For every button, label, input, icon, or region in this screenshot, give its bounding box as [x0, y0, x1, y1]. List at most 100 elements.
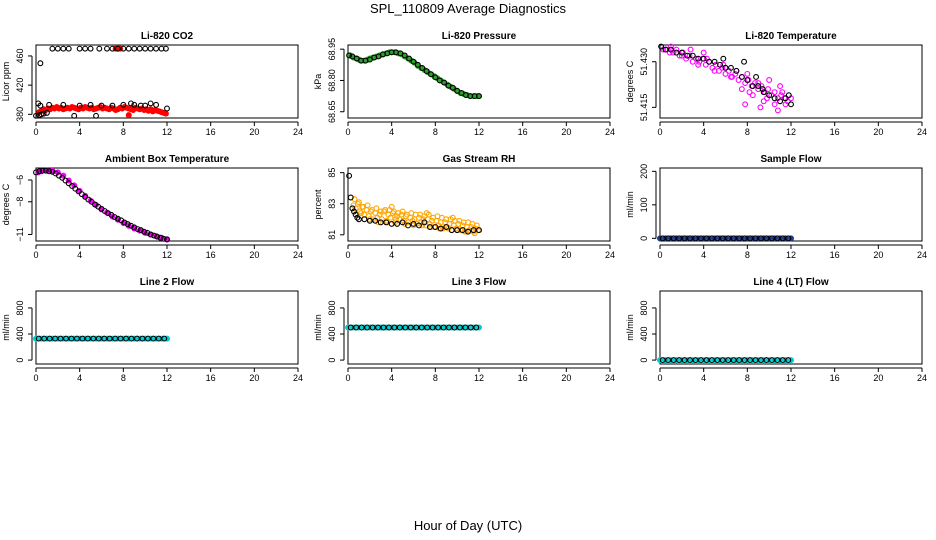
data-point — [117, 335, 124, 342]
y-axis: 0 100 200 — [639, 164, 657, 241]
y-tick-label: 85 — [327, 168, 337, 178]
data-point — [719, 357, 726, 364]
data-point — [757, 104, 764, 111]
data-point — [141, 228, 148, 235]
y-tick-label: 400 — [327, 327, 337, 342]
y-tick-label: 380 — [15, 107, 25, 122]
x-tick-label: 12 — [162, 250, 172, 260]
data-point — [763, 235, 770, 242]
data-point — [741, 58, 748, 65]
x-axis: 0 4 8 12 16 20 24 — [345, 121, 615, 137]
panel-title: Li-820 CO2 — [141, 31, 194, 42]
data-point — [423, 68, 430, 75]
data-point — [744, 70, 751, 77]
data-point — [667, 46, 674, 53]
data-points — [33, 45, 170, 119]
data-point — [131, 101, 138, 108]
data-point — [131, 224, 138, 231]
x-tick-label: 0 — [345, 127, 350, 137]
series-reference — [658, 43, 794, 108]
data-point — [95, 335, 102, 342]
data-point — [76, 45, 83, 52]
x-tick-label: 20 — [561, 127, 571, 137]
data-point — [689, 52, 696, 59]
data-point — [746, 89, 753, 96]
data-point — [37, 60, 44, 67]
data-point — [758, 357, 764, 364]
data-point — [428, 71, 434, 78]
data-point — [414, 61, 421, 68]
data-point — [164, 236, 170, 243]
x-tick-label: 16 — [518, 250, 528, 260]
y-axis: 380 420 460 — [15, 48, 33, 122]
data-point — [120, 101, 127, 108]
data-point — [448, 227, 455, 234]
y-axis: 81 83 85 — [327, 168, 345, 240]
data-point — [76, 102, 83, 109]
data-point — [768, 235, 775, 242]
data-point — [96, 45, 103, 52]
data-point — [128, 222, 134, 229]
data-point — [139, 335, 146, 342]
data-point — [771, 101, 778, 108]
data-point — [49, 168, 56, 175]
data-point — [725, 235, 732, 242]
x-axis: 0 4 8 12 16 20 24 — [657, 367, 927, 383]
data-point — [659, 235, 666, 242]
x-tick-label: 0 — [657, 373, 662, 383]
data-points — [346, 49, 482, 100]
data-point — [700, 55, 707, 62]
x-tick-label: 20 — [561, 373, 571, 383]
series-reference — [659, 235, 792, 242]
x-tick-label: 4 — [77, 250, 82, 260]
panel-title: Line 3 Flow — [452, 277, 507, 288]
data-point — [142, 45, 149, 52]
data-point — [124, 221, 131, 228]
y-tick-label: 400 — [15, 327, 25, 342]
data-point — [752, 357, 759, 364]
x-tick-label: 8 — [433, 127, 438, 137]
y-axis: 0 400 800 — [639, 300, 657, 363]
x-axis: 0 4 8 12 16 20 24 — [345, 244, 615, 260]
data-point — [437, 225, 444, 232]
plot-frame — [35, 44, 299, 119]
plot-frame — [659, 290, 923, 365]
data-point — [728, 64, 734, 71]
panel-title: Line 2 Flow — [140, 277, 195, 288]
y-tick-label: 420 — [15, 78, 25, 93]
data-point — [121, 219, 128, 226]
data-point — [351, 208, 357, 215]
x-tick-label: 16 — [206, 373, 216, 383]
data-point — [369, 324, 376, 331]
data-point — [720, 55, 727, 62]
y-tick-label: −11 — [15, 227, 25, 242]
data-points — [658, 43, 794, 114]
y-axis-label: ml/min — [313, 314, 323, 341]
data-point — [413, 324, 420, 331]
panel-title: Sample Flow — [760, 154, 821, 165]
data-point — [376, 211, 383, 218]
data-point — [749, 92, 756, 99]
data-point — [136, 45, 143, 52]
data-point — [46, 335, 53, 342]
data-point — [354, 214, 361, 221]
panel-title: Ambient Box Temperature — [105, 154, 230, 165]
series-reference — [659, 357, 792, 364]
series-reference — [33, 45, 170, 119]
figure-title: SPL_110809 Average Diagnostics — [369, 1, 567, 16]
data-point — [673, 46, 680, 53]
data-point — [456, 324, 463, 331]
data-point — [405, 222, 411, 229]
data-point — [774, 235, 781, 242]
data-point — [476, 93, 482, 100]
data-point — [41, 335, 48, 342]
data-point — [46, 101, 53, 108]
data-point — [732, 70, 739, 77]
data-point — [87, 45, 94, 52]
data-point — [662, 46, 669, 53]
y-axis-label: percent — [313, 189, 323, 220]
data-point — [689, 58, 696, 65]
data-point — [446, 324, 452, 331]
